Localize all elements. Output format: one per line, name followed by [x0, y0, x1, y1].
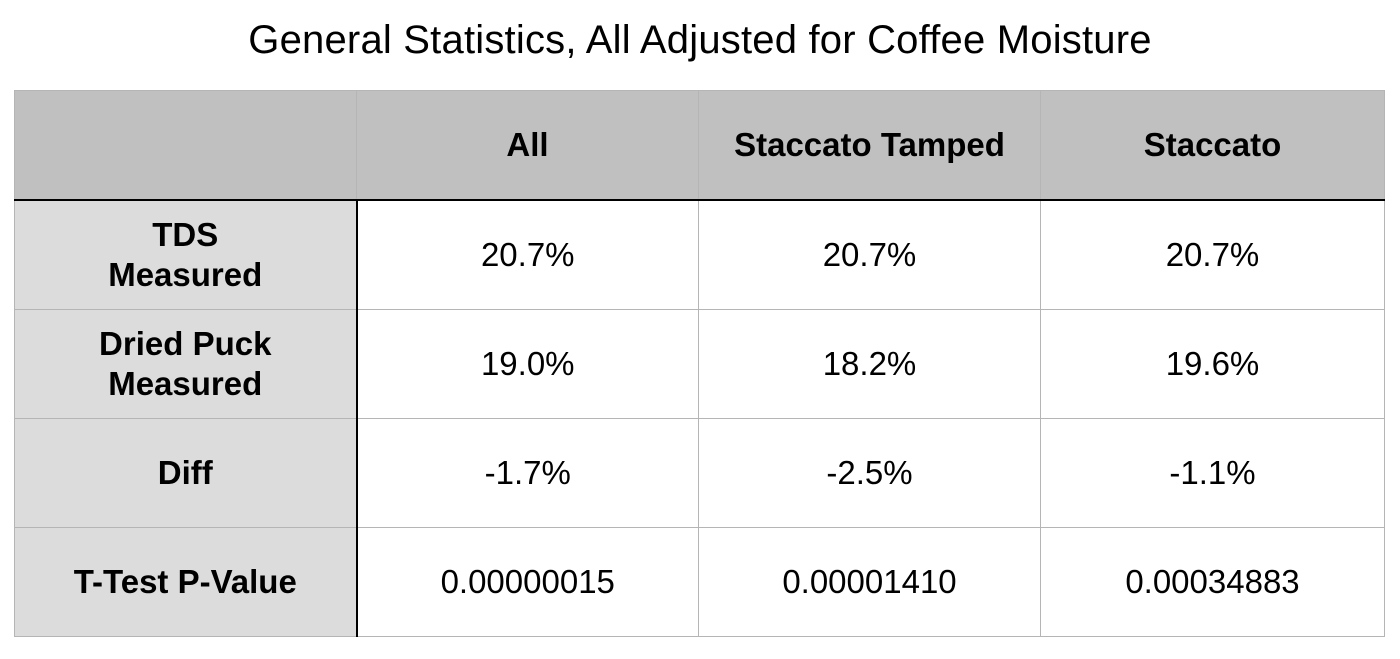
- statistics-table: All Staccato Tamped Staccato TDS Measure…: [14, 90, 1385, 637]
- table-cell: 20.7%: [698, 199, 1041, 310]
- row-label-line: Diff: [157, 454, 213, 491]
- table-cell: 19.0%: [356, 309, 699, 419]
- table-cell: -1.7%: [356, 418, 699, 528]
- table-cell: -2.5%: [698, 418, 1041, 528]
- header-corner-cell: [14, 90, 357, 201]
- table-cell: -1.1%: [1040, 418, 1385, 528]
- table-cell: 0.00001410: [698, 527, 1041, 637]
- table-row: TDS Measured 20.7% 20.7% 20.7%: [14, 199, 1385, 310]
- row-label-dried-puck-measured: Dried Puck Measured: [14, 309, 358, 419]
- table-cell: 20.7%: [356, 199, 699, 310]
- column-header-staccato: Staccato: [1040, 90, 1385, 201]
- column-header-all: All: [356, 90, 699, 201]
- column-header-staccato-tamped: Staccato Tamped: [698, 90, 1041, 201]
- table-cell: 19.6%: [1040, 309, 1385, 419]
- table-cell: 20.7%: [1040, 199, 1385, 310]
- table-cell: 18.2%: [698, 309, 1041, 419]
- row-label-line: Measured: [108, 365, 263, 402]
- table-cell: 0.00000015: [356, 527, 699, 637]
- row-label-line: Measured: [108, 256, 263, 293]
- table-cell: 0.00034883: [1040, 527, 1385, 637]
- table-row: Dried Puck Measured 19.0% 18.2% 19.6%: [14, 309, 1385, 419]
- header-row: All Staccato Tamped Staccato: [14, 90, 1385, 201]
- row-label-t-test-p-value: T-Test P-Value: [14, 527, 358, 637]
- table-row: T-Test P-Value 0.00000015 0.00001410 0.0…: [14, 527, 1385, 637]
- row-label-line: TDS: [152, 216, 219, 253]
- row-label-line: T-Test P-Value: [73, 563, 297, 600]
- row-label-tds-measured: TDS Measured: [14, 199, 358, 310]
- table-row: Diff -1.7% -2.5% -1.1%: [14, 418, 1385, 528]
- table-title: General Statistics, All Adjusted for Cof…: [248, 18, 1152, 62]
- row-label-diff: Diff: [14, 418, 358, 528]
- row-label-line: Dried Puck: [99, 325, 272, 362]
